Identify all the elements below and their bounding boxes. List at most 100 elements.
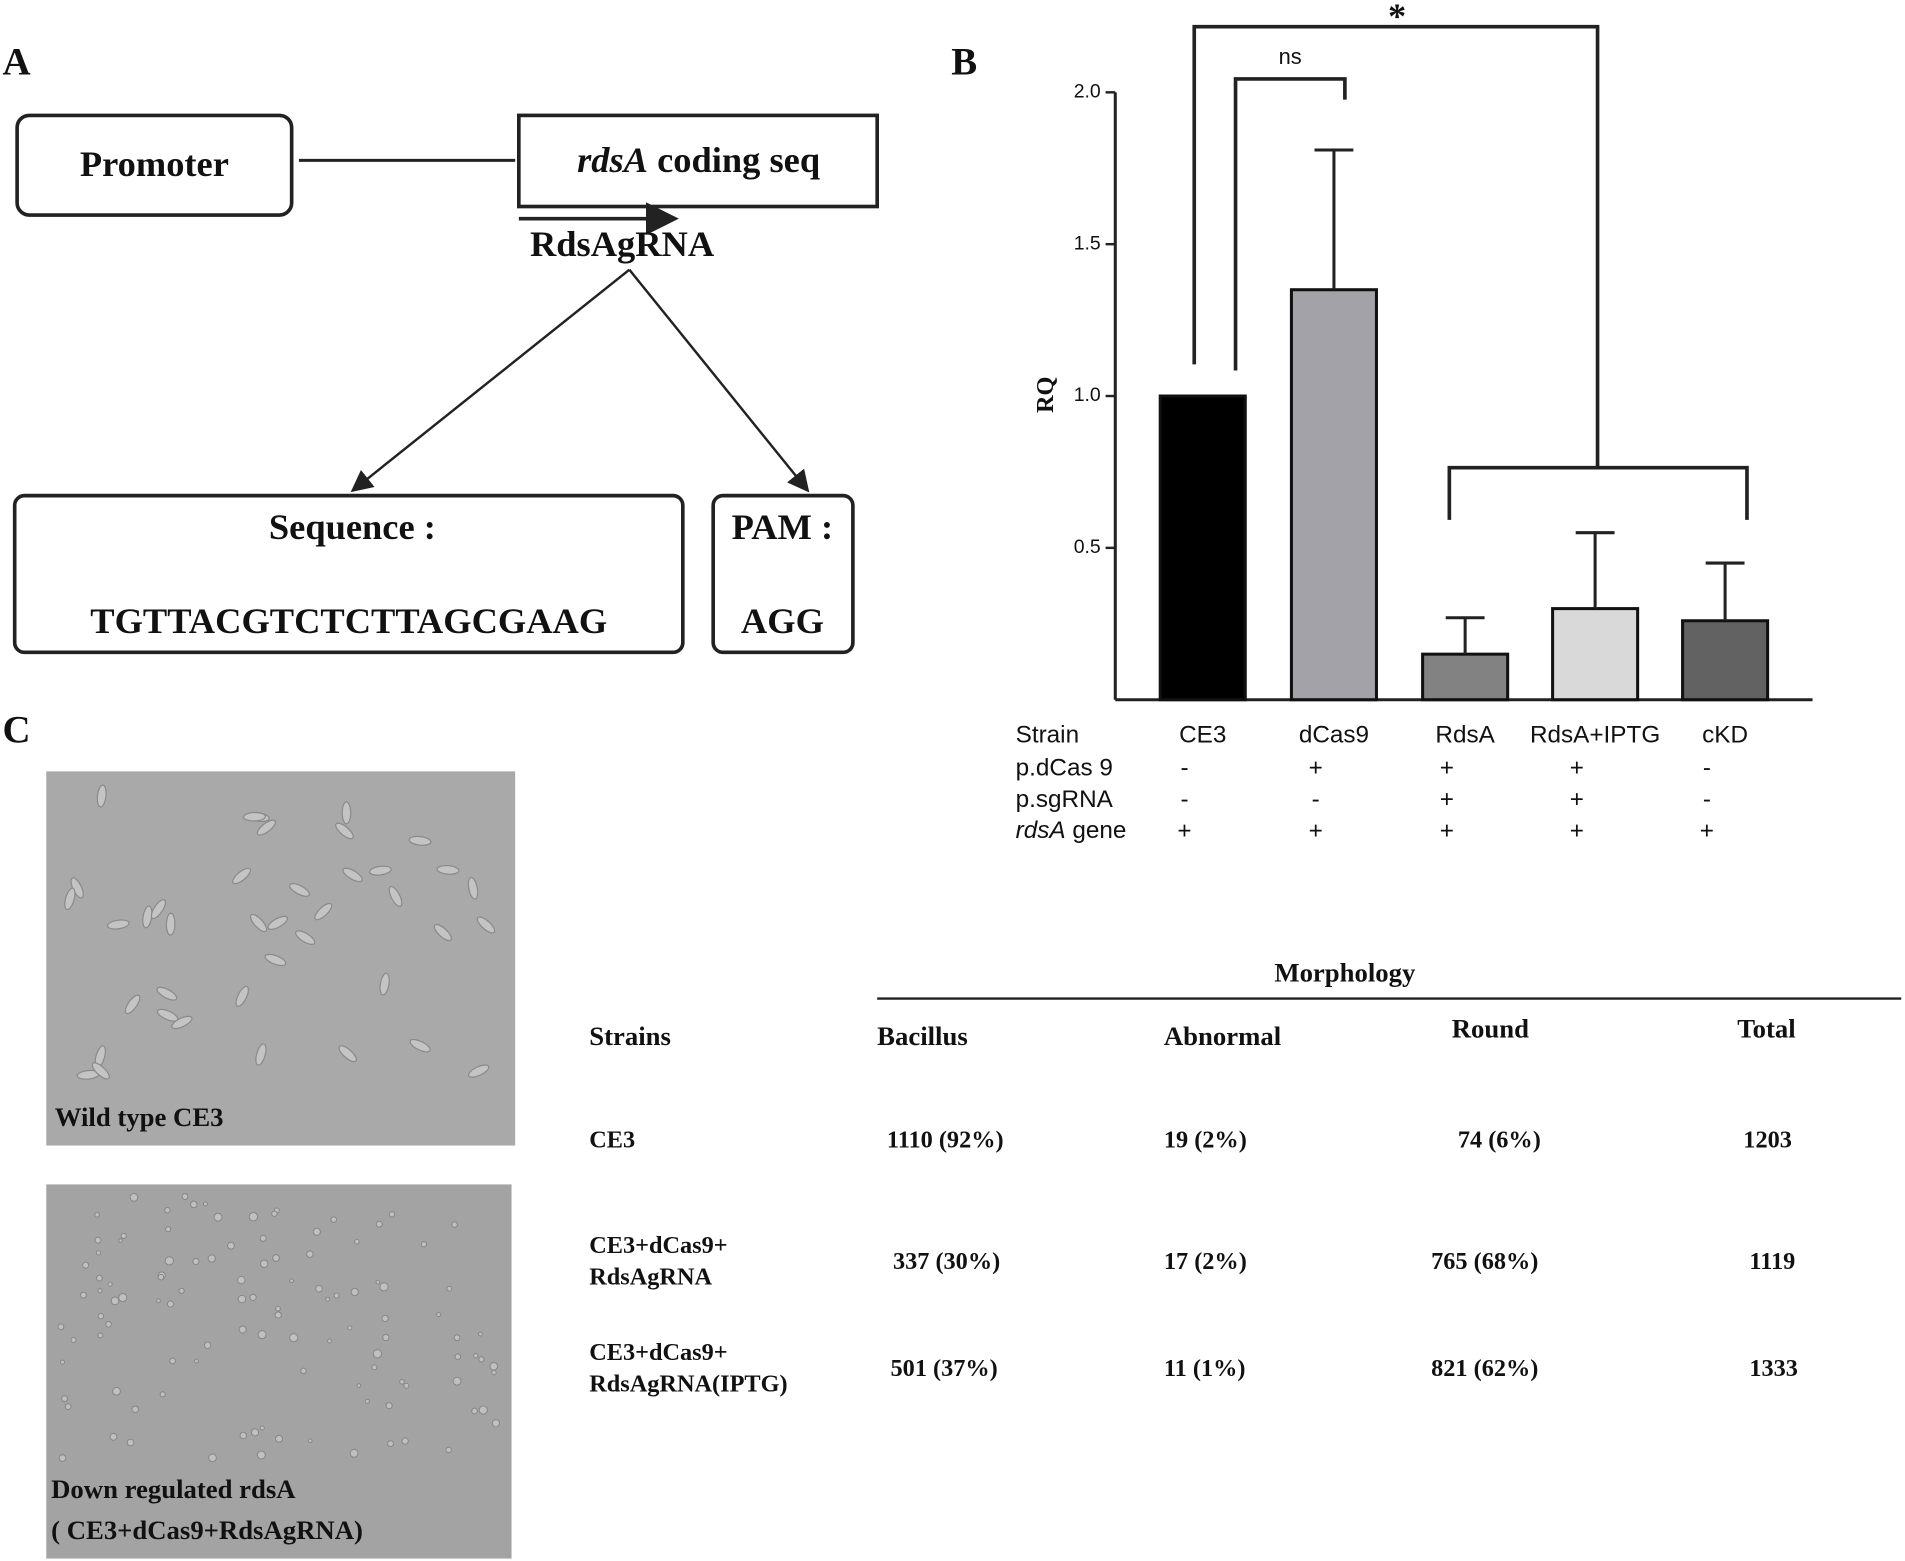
condition-value: +: [1440, 754, 1454, 781]
cell: [379, 972, 390, 996]
table-strain: CE3+dCas9+: [589, 1339, 727, 1366]
cell: [375, 1220, 383, 1228]
cell: [356, 1383, 362, 1388]
table-header: Strains: [589, 1021, 671, 1051]
pam-text: AGG: [741, 601, 824, 641]
cell: [467, 876, 479, 900]
y-tick-label: 1.5: [1074, 232, 1101, 254]
cell: [159, 1391, 166, 1398]
condition-value: +: [1570, 818, 1584, 845]
cell: [289, 1278, 294, 1284]
panel-label: B: [951, 41, 977, 84]
table-cell: 337 (30%): [893, 1248, 1000, 1275]
cell: [166, 1300, 175, 1308]
cell: [436, 865, 460, 875]
cell: [64, 1403, 72, 1411]
sequence-box: [12, 493, 685, 655]
cell: [467, 1064, 490, 1078]
x-tick-label: RdsA+IPTG: [1530, 722, 1660, 749]
cell: [181, 1193, 189, 1200]
cell: [371, 1364, 378, 1371]
cell: [272, 1254, 280, 1262]
table-cell: 11 (1%): [1164, 1355, 1246, 1382]
cell: [325, 1296, 331, 1302]
significance-bracket: [1192, 24, 1600, 468]
bar: [1289, 288, 1378, 702]
cell: [109, 1432, 118, 1441]
cell: [403, 1382, 410, 1389]
cell: [307, 1438, 313, 1444]
cell: [96, 784, 107, 808]
cell: [271, 1210, 278, 1217]
cell: [105, 1321, 112, 1328]
cell: [451, 1221, 458, 1228]
cell: [249, 913, 268, 933]
cell: [202, 1201, 208, 1207]
cell: [207, 1254, 216, 1263]
y-tick-label: 2.0: [1074, 80, 1101, 102]
promoter-label: Promoter: [80, 144, 229, 184]
cell: [97, 1288, 103, 1294]
cell: [454, 1353, 462, 1360]
panel-label: C: [3, 709, 31, 752]
x-tick-label: dCas9: [1299, 722, 1369, 749]
grna-label: RdsAgRNA: [530, 224, 715, 264]
micrograph: [46, 1184, 512, 1559]
cell: [289, 883, 311, 897]
gene-name: rdsA: [577, 140, 648, 180]
cell: [491, 1369, 497, 1376]
cell: [82, 1261, 90, 1269]
cell: [257, 1330, 267, 1340]
arrow: [350, 268, 631, 493]
cell: [489, 1361, 499, 1371]
table-cell: 17 (2%): [1164, 1248, 1247, 1275]
cell: [445, 1446, 452, 1454]
cell: [110, 1296, 120, 1306]
table-header: Total: [1737, 1013, 1795, 1043]
condition-value: -: [1312, 786, 1320, 813]
cell: [96, 1274, 103, 1282]
condition-value: +: [1570, 754, 1584, 781]
x-tick-label: CE3: [1179, 722, 1226, 749]
cell: [312, 1227, 321, 1236]
cell: [382, 1333, 390, 1342]
table-cell: 501 (37%): [891, 1355, 998, 1382]
panel-label: A: [3, 41, 31, 84]
cell: [259, 1259, 269, 1268]
cell: [237, 1294, 247, 1304]
cell: [124, 994, 141, 1015]
cell: [156, 1298, 161, 1304]
cell: [289, 1333, 299, 1343]
table-header: Abnormal: [1164, 1021, 1281, 1051]
table-cell: 74 (6%): [1458, 1126, 1541, 1153]
bar: [1681, 619, 1770, 702]
cell: [274, 1311, 282, 1319]
cell: [248, 1212, 259, 1222]
cell: [300, 1367, 307, 1375]
cell: [169, 1357, 176, 1365]
cell: [409, 1038, 431, 1053]
gene-name: rdsA: [1016, 818, 1066, 845]
x-tick-label: cKD: [1702, 722, 1748, 749]
cell: [446, 1285, 453, 1292]
cell: [94, 1212, 100, 1218]
cell: [436, 1311, 442, 1318]
cell: [118, 1238, 123, 1243]
condition-value: +: [1570, 786, 1584, 813]
cell: [478, 1405, 488, 1415]
cell: [157, 1273, 165, 1281]
cell: [112, 1386, 121, 1396]
cell: [232, 867, 252, 885]
cell: [164, 1207, 171, 1214]
cell: [256, 819, 277, 836]
cell: [178, 1287, 185, 1294]
cell: [381, 1314, 389, 1323]
cell: [64, 887, 76, 911]
table-cell: 1333: [1749, 1355, 1798, 1382]
cell: [120, 1232, 127, 1239]
cell: [476, 916, 496, 934]
cell: [452, 1376, 462, 1386]
cell: [478, 1356, 485, 1363]
cell: [364, 1398, 370, 1404]
cell: [388, 1211, 396, 1218]
